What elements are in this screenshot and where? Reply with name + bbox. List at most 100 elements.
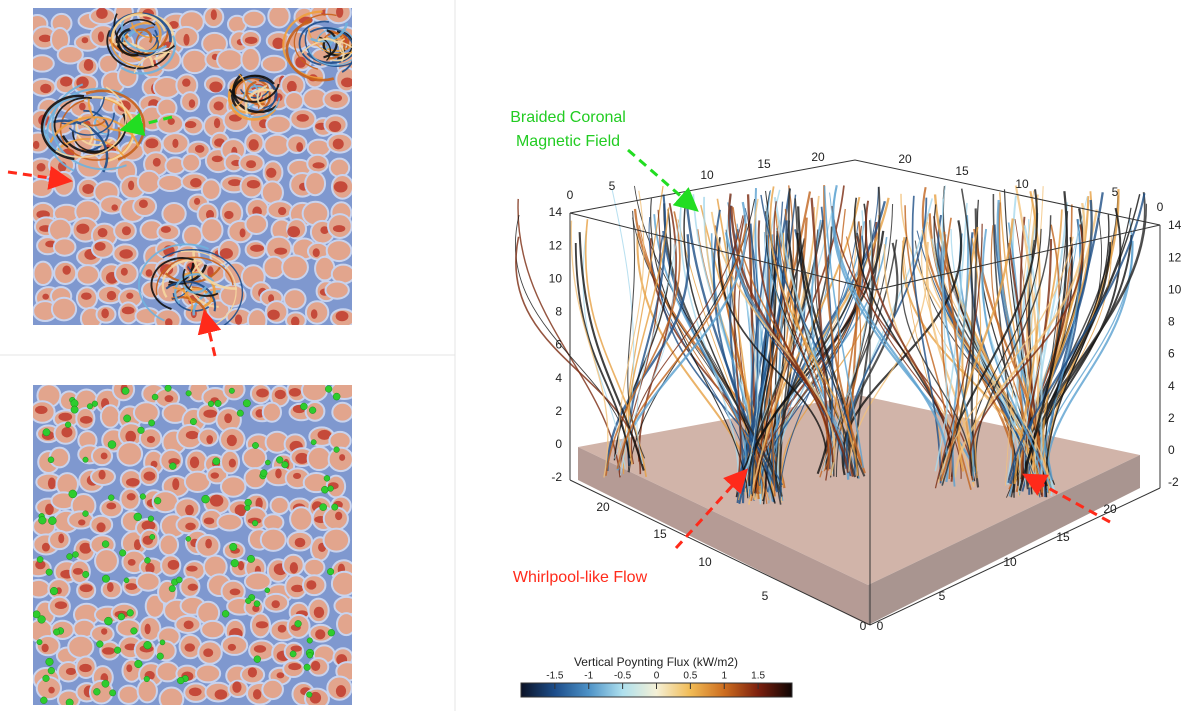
granule-core [33, 140, 40, 150]
tracer-dot [333, 446, 340, 453]
granule-core [72, 567, 84, 575]
tracer-dot [229, 542, 238, 551]
granule-core [296, 114, 309, 122]
granule-core [125, 430, 137, 443]
granule [331, 401, 352, 423]
granule [322, 527, 351, 553]
streamline [173, 286, 214, 303]
axis-tick-label: 0 [1157, 200, 1164, 214]
tracer-dot [319, 503, 327, 511]
granule-core [209, 494, 224, 507]
tracer-dot [252, 520, 259, 527]
granule-core [339, 454, 346, 461]
granule-core [185, 430, 199, 440]
field-line [1014, 185, 1040, 488]
granule-core [317, 429, 332, 440]
tracer-dot [230, 559, 239, 568]
field-line [854, 220, 874, 469]
granule-core [287, 226, 301, 238]
field-line [613, 244, 675, 459]
granule-core [117, 100, 131, 112]
streamline [165, 280, 217, 312]
granule-core [189, 456, 200, 469]
tracer-dot [64, 421, 72, 428]
tracer-dot [47, 667, 55, 675]
granule-core [214, 689, 228, 700]
granule-core [143, 471, 156, 481]
field-line [814, 229, 845, 471]
streamline [138, 243, 209, 322]
streamline [192, 247, 237, 290]
granule-core [82, 183, 95, 194]
colorbar-tick-label: 0 [654, 671, 660, 682]
streamline [240, 88, 271, 99]
tracer-dot [176, 576, 183, 584]
granule-core [97, 227, 108, 238]
granule-core [332, 225, 346, 233]
tracer-dot [49, 587, 59, 596]
granule [303, 557, 326, 577]
granule-core [224, 210, 234, 220]
tracer-dot [148, 419, 156, 427]
field-line [767, 226, 776, 497]
granule-core [328, 121, 342, 132]
streamline [117, 28, 139, 57]
field-line [1045, 194, 1141, 498]
tracer-dot [45, 568, 53, 576]
tracer-dot [45, 657, 54, 666]
granule [136, 169, 162, 195]
streamline [310, 22, 349, 43]
streamline [172, 286, 193, 313]
tracer-dot [137, 426, 145, 434]
tracer-dot [53, 628, 60, 636]
streamline [135, 28, 153, 44]
field-line [900, 236, 973, 476]
streamline [168, 264, 208, 285]
field-line [704, 225, 765, 500]
granule-core [295, 56, 307, 68]
tracer-dot [260, 469, 268, 477]
granule [182, 224, 204, 247]
granule-core [312, 248, 320, 258]
granule-core [271, 600, 280, 609]
field-line [981, 228, 1053, 490]
tracer-dot [109, 689, 117, 697]
annotation: Braided Coronal [510, 109, 626, 126]
granule-core [290, 316, 300, 325]
axis-tick-label: 20 [811, 150, 825, 164]
granule-core [101, 628, 108, 635]
field-line [971, 238, 982, 479]
granule [94, 548, 119, 574]
streamline [244, 88, 276, 115]
axis-tick-label: -2 [1168, 475, 1179, 489]
granule [33, 260, 54, 287]
streamline [40, 94, 85, 161]
granule-core [186, 565, 198, 572]
tracer-dot [139, 493, 146, 500]
granule-core [144, 623, 151, 635]
granule-core [206, 435, 214, 445]
granule-core [60, 76, 73, 87]
tracer-dot [93, 688, 101, 696]
tracer-dot [126, 609, 134, 617]
tracer-dot [289, 650, 297, 658]
field-line [618, 190, 645, 468]
field-line [515, 236, 642, 475]
granule-core [289, 387, 301, 397]
slab-side [868, 455, 1140, 625]
granule-core [185, 121, 197, 129]
granule [283, 288, 307, 311]
field-line [911, 195, 942, 484]
granule-core [226, 434, 237, 447]
granule-core [310, 660, 321, 671]
granule-core [224, 413, 233, 424]
streamline [120, 17, 168, 53]
tracer-dot [327, 568, 335, 576]
granule [200, 178, 222, 201]
tracer-dot [185, 390, 192, 397]
tracer-dot [253, 600, 261, 608]
axis-tick-label: 20 [596, 500, 610, 514]
granule [265, 114, 292, 135]
streamline [326, 35, 344, 41]
